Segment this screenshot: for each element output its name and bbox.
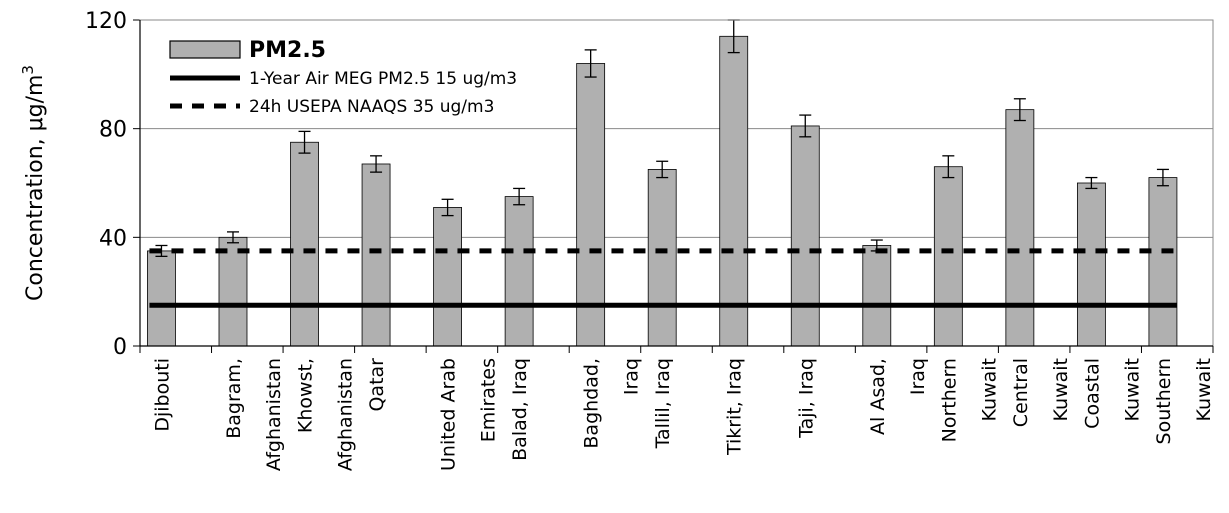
category-label: Djibouti (151, 358, 173, 432)
category-label: Qatar (366, 358, 388, 412)
category-label-line: Tallil, Iraq (652, 358, 674, 449)
bar (504, 196, 534, 347)
bar (147, 250, 176, 347)
category-label: Southern Kuwait (1153, 358, 1215, 444)
category-label: Coastal Kuwait (1081, 358, 1143, 429)
legend: PM2.5 1-Year Air MEG PM2.5 15 ug/m3 24h US… (169, 38, 517, 117)
bar (576, 63, 606, 347)
category-label-line: Kuwait (978, 358, 1000, 421)
axes (133, 19, 1214, 353)
category-label: Tallil, Iraq (652, 358, 674, 449)
category-label-line: Al Asad, (867, 358, 889, 435)
legend-swatch-pm25 (169, 40, 241, 59)
category-label: Balad, Iraq (509, 358, 531, 461)
category-label-line: Tikrit, Iraq (724, 358, 746, 456)
category-label-line: Baghdad, (581, 358, 603, 449)
category-label: Al Asad, Iraq (867, 358, 929, 435)
bar (1005, 109, 1035, 347)
bar (361, 163, 391, 347)
category-label-line: United Arab (438, 358, 460, 471)
y-axis-title: Concentration, μg/m3 (19, 65, 48, 301)
category-label-line: Balad, Iraq (509, 358, 531, 461)
category-label-line: Coastal (1081, 358, 1103, 429)
category-label: Taji, Iraq (795, 358, 817, 439)
category-label-line: Central (1010, 358, 1032, 427)
category-label-line: Djibouti (151, 358, 173, 432)
category-label: United Arab Emirates (438, 358, 500, 471)
category-label-line: Khowst, (295, 358, 317, 433)
bar (1076, 182, 1106, 347)
category-label: Central Kuwait (1010, 358, 1072, 427)
bar (433, 207, 462, 347)
category-label-line: Emirates (478, 358, 500, 442)
reference-lines (149, 248, 1177, 308)
y-tick-label: 0 (113, 335, 127, 360)
bar (719, 35, 749, 347)
bar (647, 169, 677, 347)
legend-label-naaqs: 24h USEPA NAAQS 35 ug/m3 (249, 97, 494, 117)
category-label-line: Afghanistan (263, 358, 285, 471)
bars (147, 35, 1178, 347)
bar (218, 236, 248, 347)
bar (790, 125, 820, 347)
category-label-line: Iraq (621, 358, 643, 395)
category-label-line: Iraq (907, 358, 929, 395)
y-tick-label: 120 (85, 9, 127, 34)
legend-label-meg: 1-Year Air MEG PM2.5 15 ug/m3 (249, 69, 517, 89)
category-label-line: Qatar (366, 358, 388, 412)
category-label-line: Afghanistan (335, 358, 357, 471)
bar (1148, 177, 1178, 347)
category-label-line: Taji, Iraq (795, 358, 817, 439)
bar (933, 166, 963, 347)
y-tick-label: 80 (99, 118, 127, 143)
y-tick-label: 40 (99, 226, 127, 251)
legend-label-pm25: PM2.5 (249, 38, 326, 63)
category-label-line: Southern (1153, 358, 1175, 444)
category-label-line: Kuwait (1121, 358, 1143, 421)
category-label: Tikrit, Iraq (724, 358, 746, 456)
y-axis-title-superscript: 3 (19, 65, 37, 75)
category-label: Bagram, Afghanistan (223, 358, 285, 471)
bar (290, 141, 319, 347)
category-label-line: Bagram, (223, 358, 245, 439)
category-label: Northern Kuwait (938, 358, 1000, 442)
category-label-line: Kuwait (1193, 358, 1215, 421)
category-label-line: Kuwait (1050, 358, 1072, 421)
bar (862, 245, 892, 347)
category-label-line: Northern (938, 358, 960, 442)
category-label: Baghdad, Iraq (581, 358, 643, 449)
category-label: Khowst, Afghanistan (295, 358, 357, 471)
